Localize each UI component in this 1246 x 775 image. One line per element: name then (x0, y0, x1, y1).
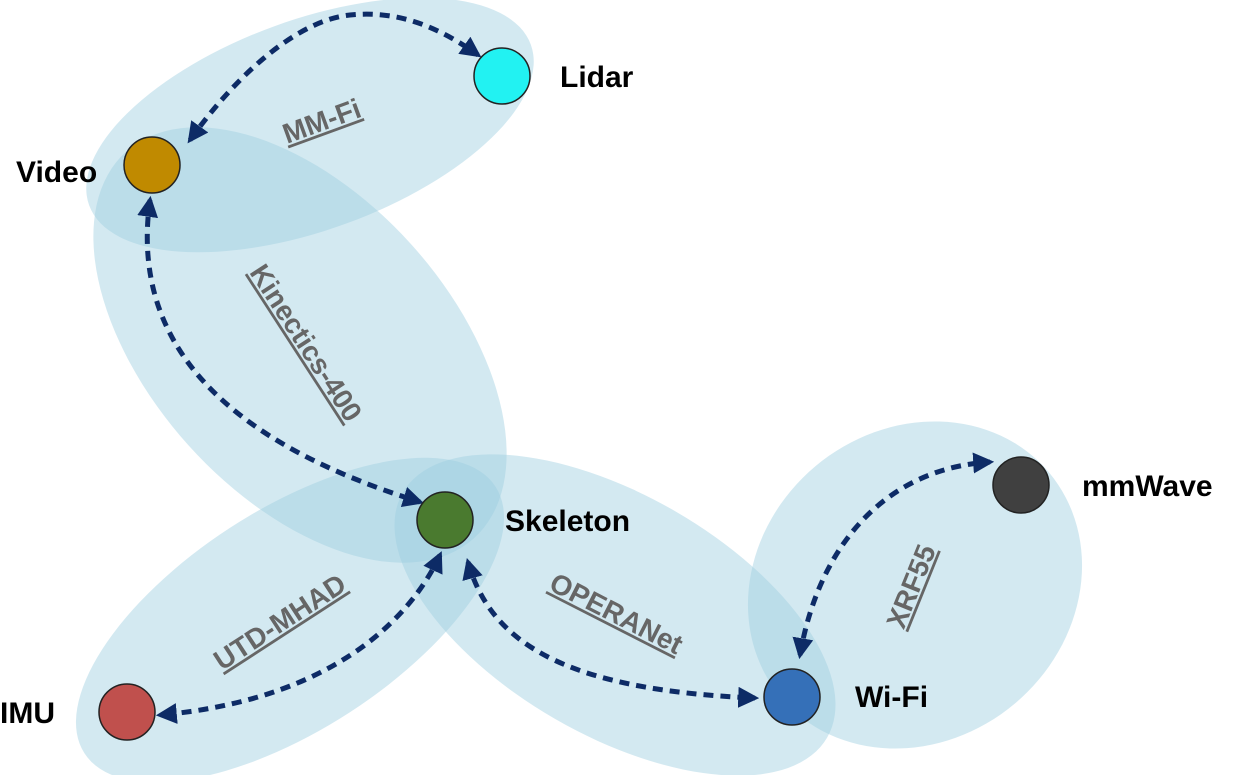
node-imu (98, 683, 156, 741)
node-label-wifi: Wi-Fi (855, 681, 928, 714)
node-label-lidar: Lidar (560, 61, 634, 94)
edge-video-lidar (187, 11, 482, 144)
edge-skeleton-wifi (462, 557, 760, 708)
node-skeleton (416, 491, 474, 549)
edge-skeleton-imu (155, 551, 443, 724)
node-mmwave (992, 456, 1050, 514)
node-label-video: Video (16, 156, 97, 189)
edge-wifi-mmwave (792, 452, 995, 660)
node-lidar (473, 47, 531, 105)
edge-video-skeleton (137, 195, 425, 508)
node-label-skeleton: Skeleton (505, 505, 630, 538)
node-label-imu: IMU (0, 697, 55, 730)
node-video (123, 136, 181, 194)
node-wifi (763, 668, 821, 726)
node-label-mmwave: mmWave (1082, 470, 1213, 503)
